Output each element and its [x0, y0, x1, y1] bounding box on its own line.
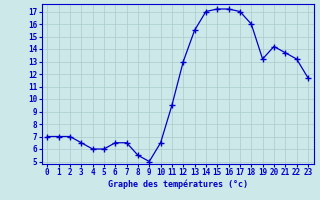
X-axis label: Graphe des températures (°c): Graphe des températures (°c) — [108, 180, 248, 189]
